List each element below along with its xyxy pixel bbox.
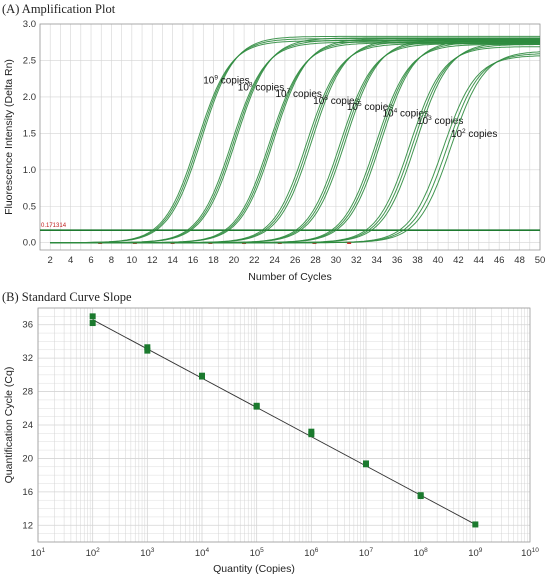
grid-b (37, 307, 530, 543)
data-point (417, 493, 424, 500)
x-tick-label: 12 (147, 255, 158, 266)
x-tick-label: 40 (433, 255, 444, 266)
x-tick-label: 18 (208, 255, 219, 266)
x-tick-label: 101 (31, 547, 46, 559)
x-tick-label: 28 (310, 255, 321, 266)
data-point (89, 313, 96, 320)
x-tick-label: 48 (514, 255, 525, 266)
x-tick-label: 102 (86, 547, 101, 559)
data-point (144, 347, 151, 354)
x-tick-label: 106 (304, 547, 319, 559)
curve-label: 108 copies (238, 82, 284, 94)
x-tick-label: 109 (468, 547, 483, 559)
x-tick-label: 107 (359, 547, 374, 559)
amplification-curve (50, 35, 540, 244)
curve-label: 106 copies (313, 95, 359, 107)
y-tick-label: 20 (22, 453, 33, 464)
curve-label: 109 copies (203, 74, 249, 86)
curve-label: 104 copies (383, 107, 429, 119)
data-point (363, 461, 369, 468)
x-tick-label: 4 (68, 255, 73, 266)
plot-frame-b (37, 307, 531, 543)
data-point (308, 431, 315, 438)
y-tick-label: 16 (22, 487, 33, 498)
x-axis-label: Number of Cycles (248, 271, 331, 283)
x-tick-label: 46 (494, 255, 505, 266)
data-point (472, 521, 479, 528)
x-tick-label: 1010 (521, 547, 539, 559)
x-tick-label: 32 (351, 255, 362, 266)
y-tick-label: 0.5 (23, 201, 36, 212)
x-tick-label: 44 (473, 255, 484, 266)
x-tick-label: 8 (109, 255, 114, 266)
x-tick-label: 14 (167, 255, 178, 266)
x-tick-label: 26 (290, 255, 301, 266)
data-point (144, 344, 151, 351)
curve-label: 103 copies (417, 115, 463, 127)
y-tick-label: 0.0 (23, 238, 36, 249)
x-tick-label: 2 (48, 255, 53, 266)
curve-label: 107 copies (275, 88, 321, 100)
x-tick-label: 10 (127, 255, 138, 266)
x-tick-label: 22 (249, 255, 260, 266)
x-tick-label: 30 (331, 255, 342, 266)
data-point (253, 403, 260, 410)
x-tick-label: 6 (88, 255, 93, 266)
y-tick-label: 12 (22, 520, 33, 531)
y-tick-label: 32 (22, 353, 33, 364)
y-tick-label: 24 (22, 420, 33, 431)
x-tick-label: 104 (195, 547, 210, 559)
data-point (199, 373, 205, 380)
x-tick-label: 20 (229, 255, 240, 266)
x-tick-label: 34 (371, 255, 382, 266)
y-tick-label: 2.0 (23, 92, 36, 103)
y-tick-label: 1.5 (23, 128, 36, 139)
amplification-plot: 2 4 6 8 10 12 14 16 18 20 22 24 26 28 30 32 34 36 38 40 42 44… (3, 19, 546, 283)
x-tick-label: 38 (412, 255, 423, 266)
fit-line (92, 319, 476, 525)
x-tick-label: 16 (188, 255, 199, 266)
x-tick-label: 108 (414, 547, 429, 559)
x-tick-label: 105 (250, 547, 265, 559)
y-axis-label: Quantification Cycle (Cq) (3, 367, 15, 484)
x-tick-label: 36 (392, 255, 403, 266)
x-tick-label: 103 (140, 547, 155, 559)
panel-a-title: (A) Amplification Plot (2, 2, 116, 16)
curve-label: 105 copies (347, 101, 393, 113)
data-point (89, 320, 96, 327)
y-tick-label: 1.0 (23, 165, 36, 176)
x-axis-label: Quantity (Copies) (213, 563, 295, 575)
panel-b-title: (B) Standard Curve Slope (2, 290, 132, 304)
y-tick-label: 3.0 (23, 19, 36, 30)
standard-curve-plot: 101 102 103 104 105 106 107 108 109 1010 12 16 20 24 2… (3, 307, 539, 575)
y-tick-label: 2.5 (23, 55, 36, 66)
threshold-label: 0.171314 (41, 223, 67, 229)
x-tick-label: 50 (535, 255, 546, 266)
plot-frame-a (39, 23, 541, 251)
amplification-curve (50, 51, 541, 244)
curve-label: 102 copies (451, 128, 497, 140)
series-8 (50, 51, 541, 244)
y-tick-label: 28 (22, 387, 33, 398)
x-tick-label: 42 (453, 255, 464, 266)
x-tick-label: 24 (269, 255, 280, 266)
y-axis-label: Fluorescence Intensity (Delta Rn) (3, 59, 15, 215)
y-tick-label: 36 (22, 320, 33, 331)
